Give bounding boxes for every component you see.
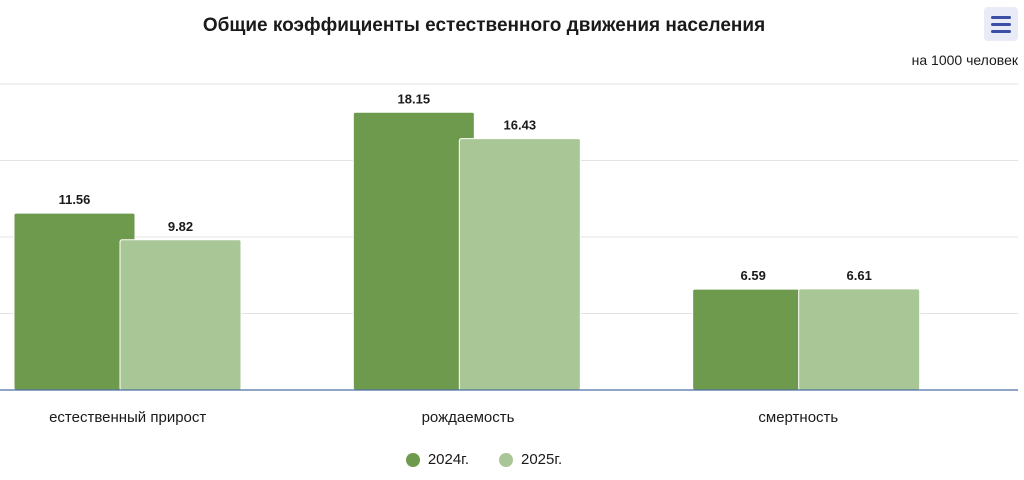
legend-item-2[interactable]: 2025г. (499, 451, 562, 468)
x-tick-label: смертность (758, 409, 838, 426)
hamburger-menu-icon-line (991, 22, 1011, 26)
legend-marker-icon (405, 452, 420, 467)
data-label: 16.43 (504, 118, 537, 133)
legend-label: 2025г. (521, 451, 563, 468)
data-label: 6.59 (741, 268, 766, 283)
legend-label: 2024г. (427, 451, 469, 468)
data-label: 9.82 (168, 219, 193, 234)
data-label: 18.15 (398, 91, 431, 106)
data-label: 11.56 (59, 192, 91, 207)
legend-item-1[interactable]: 2024г. (405, 451, 469, 468)
bar-series1[interactable] (352, 111, 475, 391)
hamburger-menu-icon-line (991, 29, 1011, 33)
legend-marker-icon (499, 452, 513, 467)
chart-legend: 2024г. 2025г. (0, 451, 968, 468)
chart-subtitle: на 1000 человек (911, 52, 1018, 68)
data-label: 6.61 (847, 268, 872, 283)
chart-title: Общие коэффициенты естественного движени… (202, 15, 766, 36)
bar-series2[interactable] (798, 288, 921, 391)
bar-series1[interactable] (13, 212, 136, 391)
x-tick-label: рождаемость (422, 409, 515, 426)
x-tick-label: естественный прирост (49, 409, 206, 426)
bar-series2[interactable] (119, 239, 242, 391)
bar-series2[interactable] (458, 138, 581, 391)
chart-menu-button[interactable] (984, 7, 1018, 41)
bar-series1[interactable] (692, 288, 815, 391)
hamburger-menu-icon (991, 15, 1011, 19)
